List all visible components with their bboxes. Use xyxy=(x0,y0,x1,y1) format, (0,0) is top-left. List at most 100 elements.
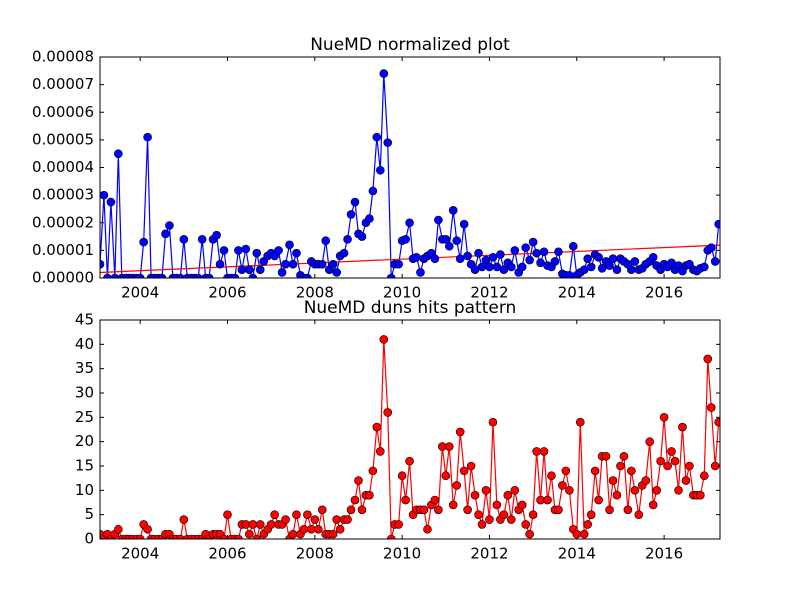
data-point xyxy=(579,529,589,539)
data-point xyxy=(645,437,655,446)
data-point xyxy=(539,447,549,456)
data-point xyxy=(277,268,287,277)
data-point xyxy=(586,510,596,519)
data-point xyxy=(143,524,152,534)
data-point xyxy=(416,268,425,277)
data-point xyxy=(594,495,603,505)
data-point xyxy=(652,486,661,495)
data-point xyxy=(376,447,385,456)
data-point xyxy=(630,257,640,266)
data-point xyxy=(335,524,345,534)
data-point xyxy=(506,262,516,272)
y-tick-label: 35 xyxy=(75,359,94,377)
data-point xyxy=(503,490,513,500)
data-point xyxy=(100,259,105,269)
x-tick-label: 2004 xyxy=(121,545,159,563)
data-point xyxy=(521,243,531,252)
data-point xyxy=(332,268,341,277)
data-point xyxy=(179,235,189,244)
data-point xyxy=(674,486,683,495)
data-point xyxy=(448,500,458,510)
x-tick-label: 2012 xyxy=(470,284,508,302)
data-point xyxy=(452,481,462,490)
data-point xyxy=(314,524,323,534)
data-point xyxy=(714,219,720,229)
y-tick-label: 10 xyxy=(75,481,94,499)
data-point xyxy=(699,471,709,481)
data-point xyxy=(317,505,327,515)
data-point xyxy=(346,505,356,515)
data-point xyxy=(241,244,251,254)
data-point xyxy=(386,273,396,278)
data-point xyxy=(554,247,563,257)
y-tick-label: 0.00005 xyxy=(32,130,94,148)
data-point xyxy=(434,215,443,225)
data-point xyxy=(350,197,360,207)
data-point xyxy=(586,262,596,272)
data-point xyxy=(667,447,676,456)
data-point xyxy=(634,510,644,519)
data-point xyxy=(547,471,556,481)
y-tick-label: 15 xyxy=(75,457,94,475)
plot-area xyxy=(100,69,720,278)
data-point xyxy=(176,273,185,278)
data-point xyxy=(215,259,225,269)
data-point xyxy=(466,461,476,471)
data-point xyxy=(517,262,527,272)
y-tick-label: 0.00001 xyxy=(32,241,94,259)
data-point xyxy=(288,259,298,269)
data-point xyxy=(525,255,534,265)
data-point xyxy=(317,259,327,269)
data-point xyxy=(193,273,203,278)
data-point xyxy=(165,221,174,230)
data-point xyxy=(219,246,229,255)
axes-frame xyxy=(99,319,721,540)
data-point xyxy=(710,257,720,266)
data-point xyxy=(383,138,393,147)
data-point xyxy=(135,534,145,539)
data-point xyxy=(252,534,262,539)
data-point xyxy=(223,510,232,519)
data-point xyxy=(648,252,658,262)
data-point xyxy=(292,248,301,258)
data-point xyxy=(612,265,622,275)
data-point xyxy=(663,461,672,471)
data-point xyxy=(219,534,229,539)
data-point xyxy=(292,510,301,519)
data-point xyxy=(510,486,520,495)
data-point xyxy=(100,190,109,200)
x-tick-label: 2006 xyxy=(208,284,246,302)
data-point xyxy=(161,229,170,239)
data-point xyxy=(550,257,560,266)
data-point xyxy=(659,413,669,422)
data-point xyxy=(245,529,254,539)
data-point xyxy=(656,456,665,466)
data-point xyxy=(605,505,614,515)
data-point xyxy=(255,265,265,275)
data-point xyxy=(572,529,582,539)
data-point xyxy=(383,408,393,417)
data-point xyxy=(143,132,152,142)
x-tick-label: 2014 xyxy=(558,545,596,563)
data-point xyxy=(376,165,385,175)
data-point xyxy=(481,486,491,495)
data-point xyxy=(448,206,458,215)
data-point xyxy=(594,252,603,262)
data-point xyxy=(386,534,396,539)
data-point xyxy=(328,529,338,539)
y-tick-label: 30 xyxy=(75,384,94,402)
data-point xyxy=(368,466,378,476)
data-point xyxy=(696,490,705,500)
data-point xyxy=(157,273,167,278)
x-tick-label: 2014 xyxy=(558,284,596,302)
data-point xyxy=(252,248,262,258)
data-point xyxy=(434,505,443,515)
data-point xyxy=(452,236,462,246)
data-point xyxy=(528,237,538,247)
data-point xyxy=(288,529,298,539)
data-point xyxy=(248,273,258,278)
data-point xyxy=(485,515,494,524)
data-point xyxy=(139,237,148,247)
data-point xyxy=(459,466,469,476)
y-tick-label: 5 xyxy=(84,505,94,523)
